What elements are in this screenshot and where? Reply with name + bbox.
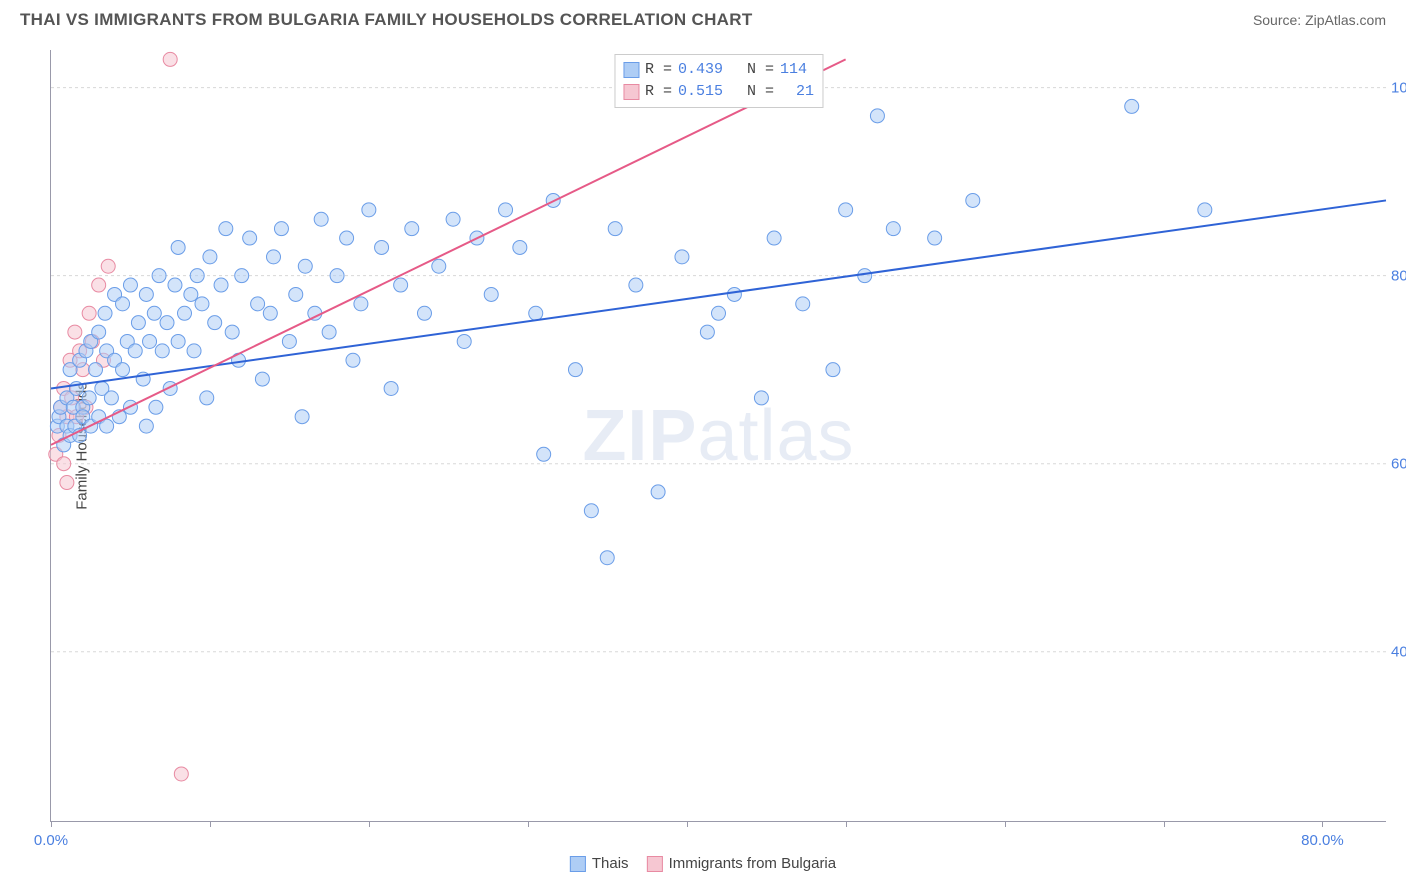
scatter-svg [51,50,1386,821]
legend-swatch-bulgaria [623,84,639,100]
legend-swatch-bulgaria-icon [647,856,663,872]
y-tick-label: 80.0% [1391,267,1406,284]
legend-item-bulgaria: Immigrants from Bulgaria [647,855,837,872]
legend-item-thais: Thais [570,855,629,872]
y-tick-label: 60.0% [1391,455,1406,472]
legend-row-bulgaria: R = 0.515 N = 21 [623,81,814,103]
plot-area: R = 0.439 N = 114 R = 0.515 N = 21 ZIPat… [50,50,1386,822]
chart-header: THAI VS IMMIGRANTS FROM BULGARIA FAMILY … [0,0,1406,36]
y-tick-label: 100.0% [1391,79,1406,96]
chart-source: Source: ZipAtlas.com [1253,12,1386,28]
chart-title: THAI VS IMMIGRANTS FROM BULGARIA FAMILY … [20,10,753,30]
legend-swatch-thais-icon [570,856,586,872]
series-legend: Thais Immigrants from Bulgaria [570,855,836,872]
y-tick-label: 40.0% [1391,643,1406,660]
x-tick-label: 0.0% [34,832,68,849]
legend-swatch-thais [623,62,639,78]
correlation-legend: R = 0.439 N = 114 R = 0.515 N = 21 [614,54,823,108]
x-tick-label: 80.0% [1301,832,1344,849]
legend-row-thais: R = 0.439 N = 114 [623,59,814,81]
